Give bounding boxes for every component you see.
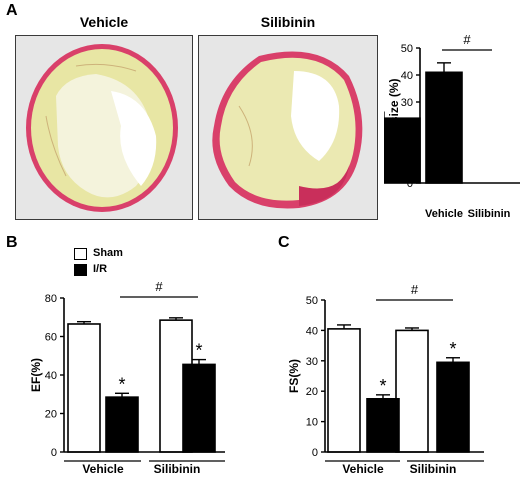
fs-y-tick-label: 20 [306, 386, 318, 398]
fs-category-label: Vehicle [342, 462, 384, 476]
scar-y-tick-label: 50 [401, 43, 413, 55]
fs-y-tick-label: 30 [306, 356, 318, 368]
panel-label-a: A [6, 2, 18, 19]
scar-bar-vehicle [425, 71, 463, 184]
scar-category-label: Vehicle [425, 208, 463, 220]
ef-chart: 0 20 40 60 80 EF(%) * * Vehicle Silibinin # [29, 279, 225, 476]
fs-bar-sham-vehicle [327, 328, 361, 453]
fs-chart: 0 10 20 30 40 50 FS(%) * * Vehicle Silibinin # [287, 282, 484, 476]
fs-y-tick-label: 10 [306, 417, 318, 429]
scar-size-chart: 01020304050Scar size (%)VehicleSilibinin… [384, 32, 520, 220]
ef-significance-star: * [195, 341, 202, 361]
fs-significance-hash: # [411, 282, 419, 297]
scar-y-tick-label: 30 [401, 97, 413, 109]
silibinin-heart-section-image [198, 35, 378, 220]
fs-y-tick-label: 40 [306, 325, 318, 337]
ef-bar-ir-silibinin [182, 363, 216, 453]
scar-y-tick-label: 40 [401, 70, 413, 82]
ef-category-label: Vehicle [82, 462, 124, 476]
panel-label-c: C [278, 234, 290, 251]
panel-label-b: B [6, 234, 18, 251]
fs-bar-ir-silibinin [436, 361, 470, 453]
fs-y-tick-label: 50 [306, 295, 318, 307]
fs-significance-star: * [379, 376, 386, 396]
ef-significance-star: * [118, 374, 125, 394]
vehicle-heart-section-image [15, 35, 193, 220]
vehicle-image-title: Vehicle [79, 14, 129, 30]
ef-y-tick-label: 20 [45, 409, 57, 421]
fs-y-tick-label: 0 [312, 447, 318, 459]
fs-bar-ir-vehicle [366, 398, 400, 453]
fs-significance-star: * [449, 339, 456, 359]
silibinin-image-title: Silibinin [260, 14, 316, 30]
legend-sham-swatch [74, 248, 87, 260]
ef-category-label: Silibinin [154, 462, 201, 476]
ef-y-tick-label: 60 [45, 332, 57, 344]
ef-significance-hash: # [155, 279, 163, 294]
legend-sham-label: Sham [93, 247, 123, 259]
ef-y-tick-label: 40 [45, 370, 57, 382]
legend-ir-swatch [74, 264, 87, 276]
fs-bar-sham-silibinin [395, 329, 429, 453]
ef-bar-ir-vehicle [105, 396, 139, 453]
ef-y-tick-label: 80 [45, 293, 57, 305]
ef-bar-sham-vehicle [67, 323, 101, 453]
scar-significance-hash: # [463, 32, 471, 47]
fs-category-label: Silibinin [410, 462, 457, 476]
scar-category-label: Silibinin [468, 208, 511, 220]
ef-y-tick-label: 0 [51, 447, 57, 459]
scar-y-tick-label: 0 [407, 178, 413, 190]
scar-bar-silibinin [384, 117, 421, 184]
ef-y-axis-label: EF(%) [29, 358, 43, 392]
legend-ir-label: I/R [93, 263, 108, 275]
fs-y-axis-label: FS(%) [287, 359, 301, 393]
